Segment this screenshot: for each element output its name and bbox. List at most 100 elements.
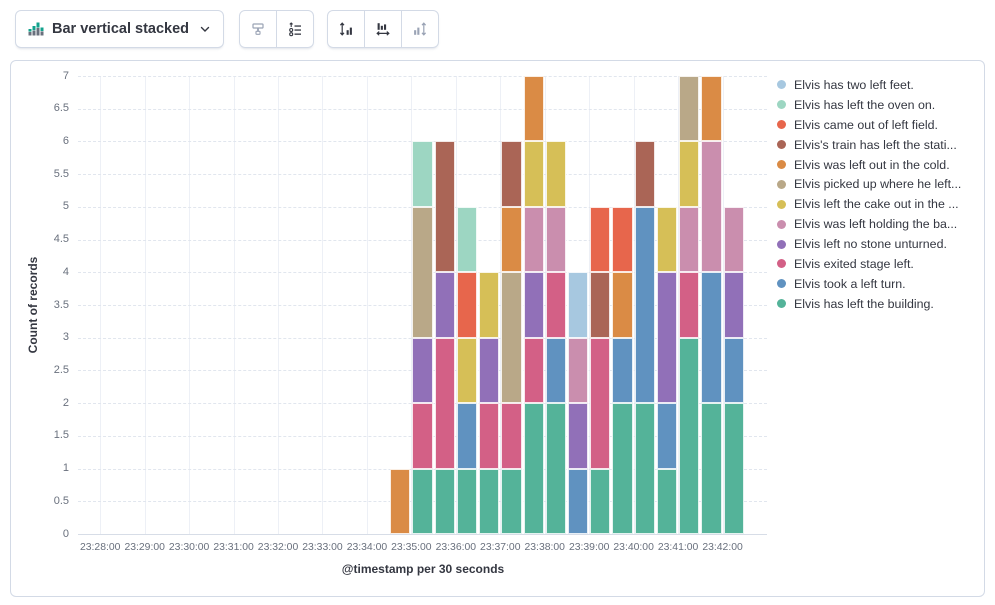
bar-segment[interactable] [434,272,455,338]
bar-segment[interactable] [679,337,700,534]
legend-item[interactable]: Elvis was left out in the cold. [777,155,961,175]
bar-segment[interactable] [590,272,611,338]
legend-settings-button[interactable] [276,10,314,48]
bar-segment[interactable] [634,206,655,404]
bar-segment[interactable] [701,76,722,142]
legend-label: Elvis was left holding the ba... [794,217,958,232]
bar-segment[interactable] [545,206,566,273]
chevron-down-icon [199,23,211,35]
bar-segment[interactable] [434,468,455,534]
bar-segment[interactable] [656,468,678,534]
bar-segment[interactable] [679,272,700,338]
bar-segment[interactable] [479,468,500,534]
bar-segment[interactable] [545,141,566,207]
legend-color-dot [777,100,786,110]
bar-segment[interactable] [523,337,544,404]
bar-segment[interactable] [701,272,722,404]
legend-item[interactable]: Elvis has left the oven on. [777,95,961,115]
y-axis-tick-label: 7 [62,69,69,82]
legend-item[interactable]: Elvis took a left turn. [777,274,961,294]
legend-item[interactable]: Elvis exited stage left. [777,254,961,274]
bar-segment[interactable] [590,337,611,469]
bar-segment[interactable] [501,272,522,404]
bar-segment[interactable] [656,272,678,404]
legend-color-dot [777,279,786,289]
bar-segment[interactable] [412,403,433,469]
bar-segment[interactable] [501,141,522,207]
visual-options-button [239,10,277,48]
bar-segment[interactable] [523,403,544,534]
chart-type-label: Bar vertical stacked [52,21,190,37]
bar-segment[interactable] [501,468,522,534]
bar-segment[interactable] [412,206,433,338]
bar-segment[interactable] [479,272,500,338]
bar-segment[interactable] [679,76,700,142]
paint-roller-icon [250,21,266,37]
bar-segment[interactable] [523,206,544,273]
legend-item[interactable]: Elvis left the cake out in the ... [777,194,961,214]
bar-segment[interactable] [479,337,500,404]
bar-segment[interactable] [456,403,478,469]
bar-segment[interactable] [590,468,611,534]
x-axis-line [78,534,767,535]
bar-segment[interactable] [523,76,544,142]
y-axis-tick-label: 6 [62,134,69,147]
x-axis-tick-label: 23:32:00 [257,542,299,553]
chart-type-dropdown[interactable]: Bar vertical stacked [15,10,225,48]
bar-segment[interactable] [723,206,744,273]
bar-segment[interactable] [545,272,566,338]
legend-item[interactable]: Elvis has two left feet. [777,75,961,95]
bar-segment[interactable] [501,403,522,469]
bar-segment[interactable] [412,337,433,404]
legend-label: Elvis took a left turn. [794,276,906,291]
legend-item[interactable]: Elvis left no stone unturned. [777,234,961,254]
bar-segment[interactable] [656,206,678,273]
left-axis-settings-button[interactable] [327,10,365,48]
bar-segment[interactable] [545,403,566,534]
legend-item[interactable]: Elvis has left the building. [777,294,961,314]
bar-segment[interactable] [523,141,544,207]
bar-segment[interactable] [456,206,478,273]
x-axis-tick-label: 23:37:00 [480,542,521,553]
bar-segment[interactable] [679,141,700,207]
bar-segment[interactable] [567,468,589,534]
bar-segment[interactable] [456,337,478,404]
bar-segment[interactable] [567,337,589,404]
x-axis-tick-label: 23:36:00 [435,542,477,553]
legend-color-dot [777,239,786,249]
bar-segment[interactable] [612,337,633,404]
legend-item[interactable]: Elvis's train has left the stati... [777,135,961,155]
bar-segment[interactable] [456,272,478,338]
bar-segment[interactable] [701,403,722,534]
bottom-axis-settings-button[interactable] [364,10,402,48]
bar-segment[interactable] [723,337,744,404]
bar-segment[interactable] [679,206,700,273]
bar-segment[interactable] [456,468,478,534]
bar-segment[interactable] [656,403,678,469]
bar-segment[interactable] [434,337,455,469]
bar-segment[interactable] [390,468,411,534]
bar-segment[interactable] [412,468,433,534]
bar-segment[interactable] [701,141,722,273]
bar-segment[interactable] [634,403,655,534]
bar-segment[interactable] [612,272,633,338]
legend-item[interactable]: Elvis was left holding the ba... [777,214,961,234]
bar-segment[interactable] [523,272,544,338]
bar-segment[interactable] [567,272,589,338]
bar-segment[interactable] [612,206,633,273]
x-axis-tick-label: 23:42:00 [702,542,743,553]
bar-segment[interactable] [723,403,744,534]
bar-segment[interactable] [434,141,455,273]
legend-item[interactable]: Elvis came out of left field. [777,115,961,135]
display-options-group [239,10,314,48]
bar-segment[interactable] [501,206,522,273]
bar-segment[interactable] [479,403,500,469]
bar-segment[interactable] [634,141,655,207]
legend-item[interactable]: Elvis picked up where he left... [777,174,961,194]
bar-segment[interactable] [612,403,633,534]
bar-segment[interactable] [723,272,744,338]
bar-segment[interactable] [567,403,589,469]
bar-segment[interactable] [545,337,566,404]
bar-segment[interactable] [412,141,433,207]
bar-segment[interactable] [590,206,611,273]
